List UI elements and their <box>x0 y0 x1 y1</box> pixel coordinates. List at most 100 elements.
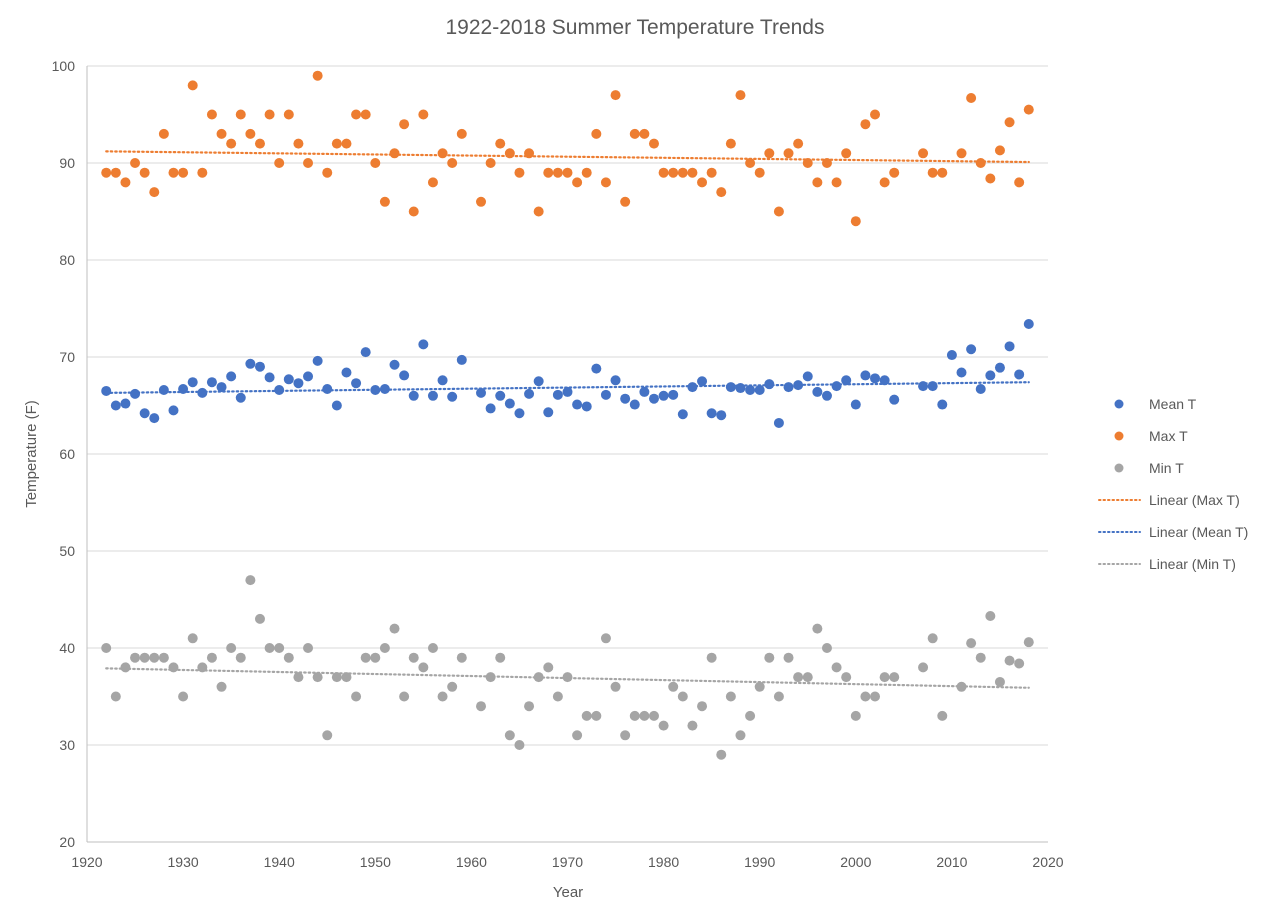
point-mean-t <box>514 408 525 419</box>
point-max-t <box>197 167 208 178</box>
point-mean-t <box>389 359 400 370</box>
point-max-t <box>254 138 265 149</box>
point-max-t <box>821 158 832 168</box>
point-mean-t <box>1023 319 1034 330</box>
point-min-t <box>610 681 621 692</box>
y-tick-label: 60 <box>59 446 75 462</box>
point-mean-t <box>629 399 640 410</box>
legend-item: Linear (Max T) <box>1098 492 1240 508</box>
point-min-t <box>927 633 938 644</box>
point-mean-t <box>312 355 323 366</box>
point-min-t <box>552 691 563 702</box>
point-max-t <box>533 206 544 217</box>
point-min-t <box>216 681 227 692</box>
point-mean-t <box>735 383 746 394</box>
point-mean-t <box>975 384 986 395</box>
point-max-t <box>235 109 246 120</box>
x-tick-label: 1950 <box>360 854 391 870</box>
point-mean-t <box>745 384 756 395</box>
point-mean-t <box>985 370 996 381</box>
point-max-t <box>120 177 131 188</box>
point-mean-t <box>821 390 832 401</box>
point-max-t <box>379 196 390 207</box>
point-max-t <box>216 128 227 139</box>
point-min-t <box>514 740 525 750</box>
point-min-t <box>158 652 169 663</box>
point-min-t <box>533 672 544 683</box>
trendline-linear-max-t <box>105 150 1030 164</box>
point-max-t <box>543 167 554 178</box>
point-min-t <box>427 643 438 653</box>
legend-label: Mean T <box>1149 396 1197 412</box>
point-mean-t <box>668 389 679 400</box>
point-max-t <box>552 167 563 178</box>
legend-item: Linear (Mean T) <box>1098 524 1248 540</box>
point-max-t <box>658 167 669 178</box>
point-min-t <box>543 662 554 673</box>
point-max-t <box>725 138 736 149</box>
point-max-t <box>600 177 611 188</box>
point-max-t <box>610 90 621 101</box>
point-min-t <box>697 701 708 712</box>
legend-marker <box>1114 431 1124 441</box>
point-max-t <box>773 206 784 217</box>
point-max-t <box>956 148 967 159</box>
point-max-t <box>581 167 592 178</box>
point-mean-t <box>754 384 765 395</box>
point-max-t <box>187 80 198 91</box>
point-min-t <box>966 638 977 649</box>
point-min-t <box>130 652 141 663</box>
point-min-t <box>783 652 794 663</box>
point-mean-t <box>322 384 333 395</box>
legend-marker <box>1114 399 1124 409</box>
point-min-t <box>985 610 996 621</box>
point-max-t <box>360 109 371 120</box>
point-min-t <box>600 633 611 644</box>
point-min-t <box>389 623 400 634</box>
point-mean-t <box>264 372 275 383</box>
point-min-t <box>879 672 890 683</box>
point-min-t <box>187 633 198 644</box>
point-min-t <box>870 691 881 702</box>
point-max-t <box>476 196 487 207</box>
point-mean-t <box>168 405 179 416</box>
point-max-t <box>918 148 929 159</box>
point-max-t <box>456 128 467 139</box>
y-tick-label: 90 <box>59 155 75 171</box>
point-max-t <box>245 128 256 139</box>
point-min-t <box>504 730 515 741</box>
y-tick-label: 100 <box>52 58 76 74</box>
point-mean-t <box>476 387 487 398</box>
point-min-t <box>206 652 217 663</box>
point-max-t <box>716 187 727 198</box>
point-mean-t <box>831 381 842 392</box>
point-mean-t <box>120 398 131 409</box>
point-max-t <box>937 167 948 178</box>
point-max-t <box>735 90 746 101</box>
point-max-t <box>101 167 112 178</box>
point-max-t <box>341 138 352 149</box>
point-mean-t <box>639 386 650 397</box>
point-min-t <box>485 672 496 683</box>
point-mean-t <box>927 381 938 392</box>
point-max-t <box>1014 177 1025 188</box>
point-min-t <box>1004 655 1015 666</box>
point-mean-t <box>783 382 794 393</box>
point-mean-t <box>187 377 198 388</box>
point-mean-t <box>370 384 381 395</box>
data-points <box>101 70 1034 760</box>
point-mean-t <box>706 408 717 419</box>
point-max-t <box>495 138 506 149</box>
point-min-t <box>793 672 804 683</box>
point-mean-t <box>110 400 121 411</box>
point-max-t <box>994 145 1005 156</box>
point-max-t <box>648 138 659 149</box>
point-min-t <box>245 575 256 586</box>
legend-label: Max T <box>1149 428 1188 444</box>
point-mean-t <box>101 385 112 396</box>
point-max-t <box>418 109 429 120</box>
point-max-t <box>370 158 381 168</box>
point-max-t <box>1004 117 1015 128</box>
point-mean-t <box>572 399 583 410</box>
point-min-t <box>1014 658 1025 669</box>
